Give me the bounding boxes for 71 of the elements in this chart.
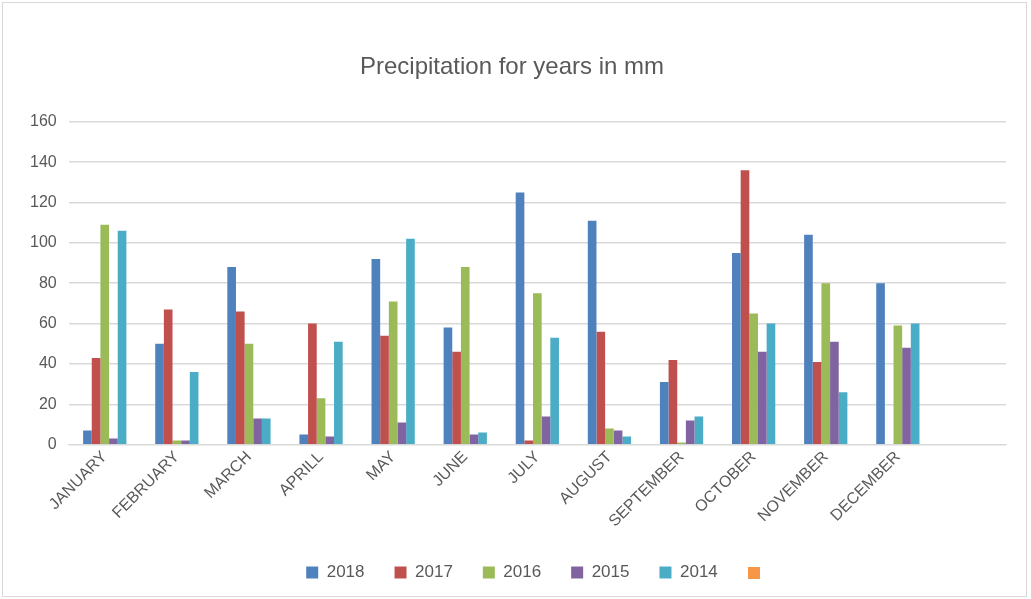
legend-label: 2017 xyxy=(415,562,453,582)
bar xyxy=(732,252,741,444)
bar xyxy=(812,361,822,444)
bar xyxy=(830,341,839,444)
bar xyxy=(397,422,407,444)
bar xyxy=(316,398,326,444)
y-tick-label: 40 xyxy=(38,354,57,372)
bar xyxy=(515,192,525,444)
bar xyxy=(605,428,614,444)
bar xyxy=(334,341,343,444)
bar xyxy=(308,323,317,444)
bar xyxy=(668,359,678,444)
bar xyxy=(804,234,813,444)
y-tick-label: 120 xyxy=(29,192,57,210)
bar xyxy=(452,351,461,444)
bar xyxy=(227,267,236,444)
bar xyxy=(613,430,623,444)
bar xyxy=(235,311,245,444)
bar xyxy=(109,438,118,444)
bar xyxy=(622,436,632,444)
bar xyxy=(766,323,776,444)
bar xyxy=(740,170,750,444)
bar xyxy=(163,309,173,444)
bar xyxy=(876,283,885,444)
bar xyxy=(694,416,704,444)
bar xyxy=(478,432,487,444)
bar xyxy=(757,351,767,444)
y-tick-label: 140 xyxy=(29,152,57,170)
legend-label: 2016 xyxy=(503,562,542,582)
bar xyxy=(261,418,271,444)
bar xyxy=(821,283,831,444)
bar xyxy=(325,436,335,444)
bar xyxy=(596,331,606,444)
bar xyxy=(100,224,110,444)
bar xyxy=(893,325,903,444)
bar xyxy=(189,372,199,444)
y-tick-label: 0 xyxy=(47,435,57,453)
bar xyxy=(388,301,398,444)
bar xyxy=(460,267,470,444)
bar xyxy=(550,337,559,444)
bar xyxy=(533,293,542,444)
bar xyxy=(253,418,262,444)
bar xyxy=(443,327,453,444)
bar xyxy=(371,259,381,444)
bar xyxy=(838,392,848,444)
bar xyxy=(83,430,92,444)
y-tick-label: 20 xyxy=(38,394,57,412)
bar xyxy=(91,357,101,444)
bar xyxy=(244,343,254,444)
y-tick-label: 60 xyxy=(38,313,57,331)
bar xyxy=(659,382,669,444)
bar xyxy=(117,230,127,444)
bar xyxy=(155,343,164,444)
y-tick-label: 80 xyxy=(38,273,57,291)
bar xyxy=(181,440,190,444)
bar xyxy=(685,420,695,444)
bar xyxy=(910,323,920,444)
bar xyxy=(380,335,389,444)
bar xyxy=(299,434,309,444)
bar xyxy=(902,347,911,444)
bar xyxy=(406,238,415,444)
legend-label: 2018 xyxy=(326,562,365,582)
bar xyxy=(587,220,597,444)
y-tick-label: 100 xyxy=(29,233,57,251)
bar xyxy=(749,313,758,444)
legend-label: 2014 xyxy=(679,562,718,582)
chart-title: Precipitation for years in mm xyxy=(359,52,665,80)
legend-label: 2015 xyxy=(591,562,630,582)
y-tick-label: 160 xyxy=(29,112,57,130)
bar xyxy=(541,416,551,444)
bar xyxy=(524,440,534,444)
